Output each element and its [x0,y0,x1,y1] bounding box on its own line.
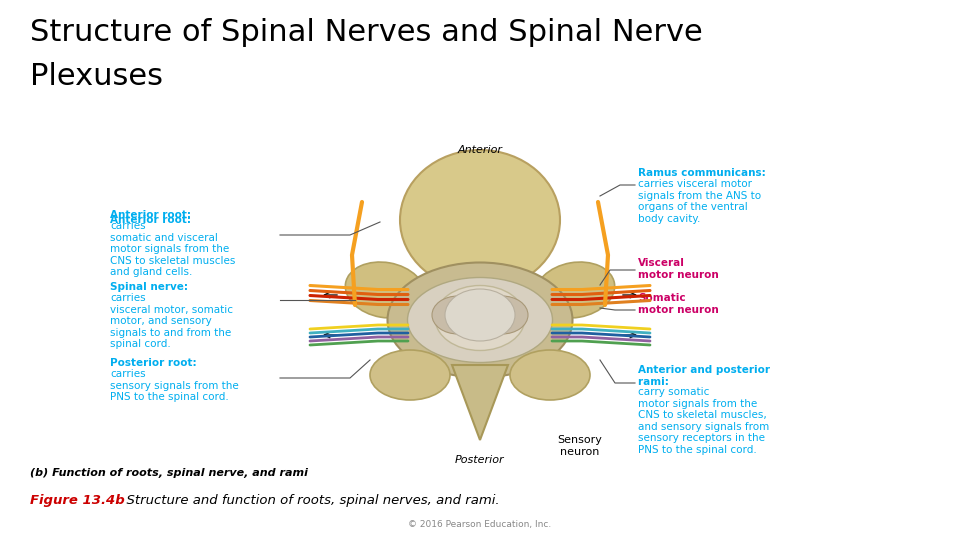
Text: Structure of Spinal Nerves and Spinal Nerve: Structure of Spinal Nerves and Spinal Ne… [30,18,703,47]
Text: (b) Function of roots, spinal nerve, and rami: (b) Function of roots, spinal nerve, and… [30,468,308,478]
Text: Anterior: Anterior [458,145,502,155]
Text: carry somatic
motor signals from the
CNS to skeletal muscles,
and sensory signal: carry somatic motor signals from the CNS… [638,387,769,455]
Polygon shape [452,365,508,440]
Text: Somatic
motor neuron: Somatic motor neuron [638,293,719,315]
Text: carries
visceral motor, somatic
motor, and sensory
signals to and from the
spina: carries visceral motor, somatic motor, a… [110,293,233,349]
Text: carries
sensory signals from the
PNS to the spinal cord.: carries sensory signals from the PNS to … [110,369,239,402]
Ellipse shape [435,286,525,350]
Text: Anterior and posterior
rami:: Anterior and posterior rami: [638,365,770,387]
Ellipse shape [510,350,590,400]
Ellipse shape [432,296,484,334]
Text: Plexuses: Plexuses [30,62,163,91]
Ellipse shape [476,296,528,334]
Text: Spinal nerve:: Spinal nerve: [110,282,192,292]
Text: Ramus communicans:: Ramus communicans: [638,168,769,178]
Text: Sensory
neuron: Sensory neuron [558,435,603,457]
Text: Posterior root:: Posterior root: [110,358,201,368]
Ellipse shape [370,350,450,400]
Text: Posterior: Posterior [455,455,505,465]
Text: Anterior root:: Anterior root: [110,210,195,220]
Ellipse shape [388,262,572,377]
Ellipse shape [407,278,553,362]
Text: Structure and function of roots, spinal nerves, and rami.: Structure and function of roots, spinal … [118,494,499,507]
Text: Figure 13.4b: Figure 13.4b [30,494,125,507]
Text: © 2016 Pearson Education, Inc.: © 2016 Pearson Education, Inc. [408,520,552,529]
Ellipse shape [400,150,560,290]
Ellipse shape [445,289,515,341]
Text: Visceral
motor neuron: Visceral motor neuron [638,258,719,280]
Ellipse shape [346,262,424,318]
Text: carries
somatic and visceral
motor signals from the
CNS to skeletal muscles
and : carries somatic and visceral motor signa… [110,221,235,278]
Text: carries visceral motor
signals from the ANS to
organs of the ventral
body cavity: carries visceral motor signals from the … [638,179,761,224]
Text: Anterior root:: Anterior root: [110,215,195,225]
Ellipse shape [536,262,614,318]
